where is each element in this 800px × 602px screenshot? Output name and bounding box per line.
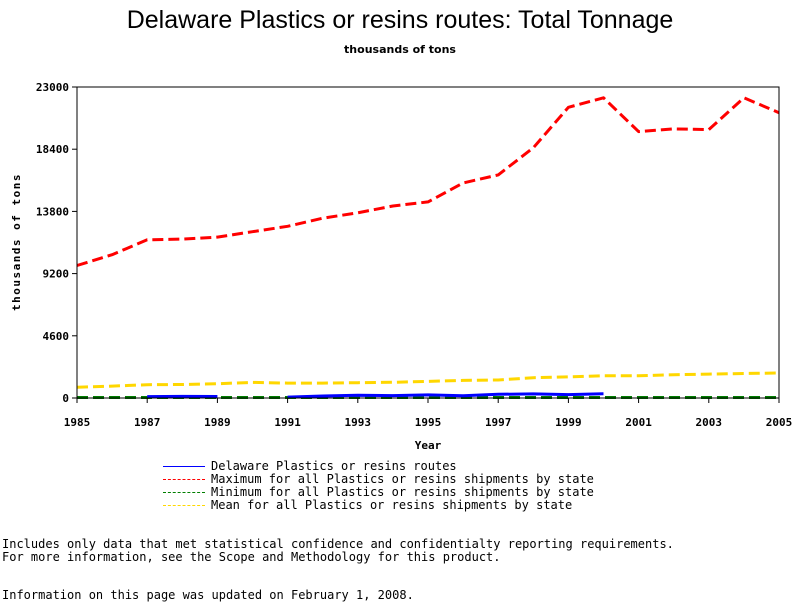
series-line-mean [77, 373, 779, 387]
legend-swatch-minimum [163, 492, 205, 493]
y-tick-label: 9200 [43, 268, 70, 281]
legend-swatch-maximum [163, 479, 205, 480]
x-tick-label: 1993 [345, 416, 372, 429]
x-tick-label: 2005 [766, 416, 793, 429]
x-tick-label: 2001 [625, 416, 652, 429]
series-line-maximum [77, 98, 779, 266]
y-tick-label: 23000 [36, 81, 69, 94]
y-axis-label: thousands of tons [10, 173, 23, 311]
x-tick-label: 1999 [555, 416, 582, 429]
series-layer [77, 98, 779, 398]
y-axis: 0 4600 9200 13800 18400 23000 [36, 81, 77, 405]
footnote-methodology: For more information, see the Scope and … [2, 550, 501, 564]
x-axis-label: Year [415, 439, 442, 452]
legend-swatch-mean [163, 505, 205, 506]
x-axis: 1985 1987 1989 1991 1993 1995 1997 1999 2001 2003… [64, 398, 793, 429]
legend-item-mean: Mean for all Plastics or resins shipment… [163, 499, 723, 512]
x-tick-label: 2003 [696, 416, 723, 429]
legend-label-mean: Mean for all Plastics or resins shipment… [211, 499, 572, 512]
x-tick-label: 1989 [204, 416, 231, 429]
footnote-confidentiality: Includes only data that met statistical … [2, 537, 674, 551]
x-tick-label: 1997 [485, 416, 512, 429]
y-tick-label: 4600 [43, 330, 70, 343]
y-tick-label: 0 [62, 392, 69, 405]
x-tick-label: 1995 [415, 416, 442, 429]
x-tick-label: 1991 [274, 416, 301, 429]
plot-frame [77, 87, 779, 398]
legend: Delaware Plastics or resins routes Maxim… [163, 460, 723, 512]
series-line-delaware [288, 394, 604, 397]
x-tick-label: 1985 [64, 416, 91, 429]
line-chart: 1985 1987 1989 1991 1993 1995 1997 1999 2001 2003… [0, 0, 800, 460]
y-tick-label: 13800 [36, 205, 69, 218]
x-tick-label: 1987 [134, 416, 161, 429]
y-tick-label: 18400 [36, 143, 69, 156]
legend-swatch-delaware [163, 466, 205, 467]
